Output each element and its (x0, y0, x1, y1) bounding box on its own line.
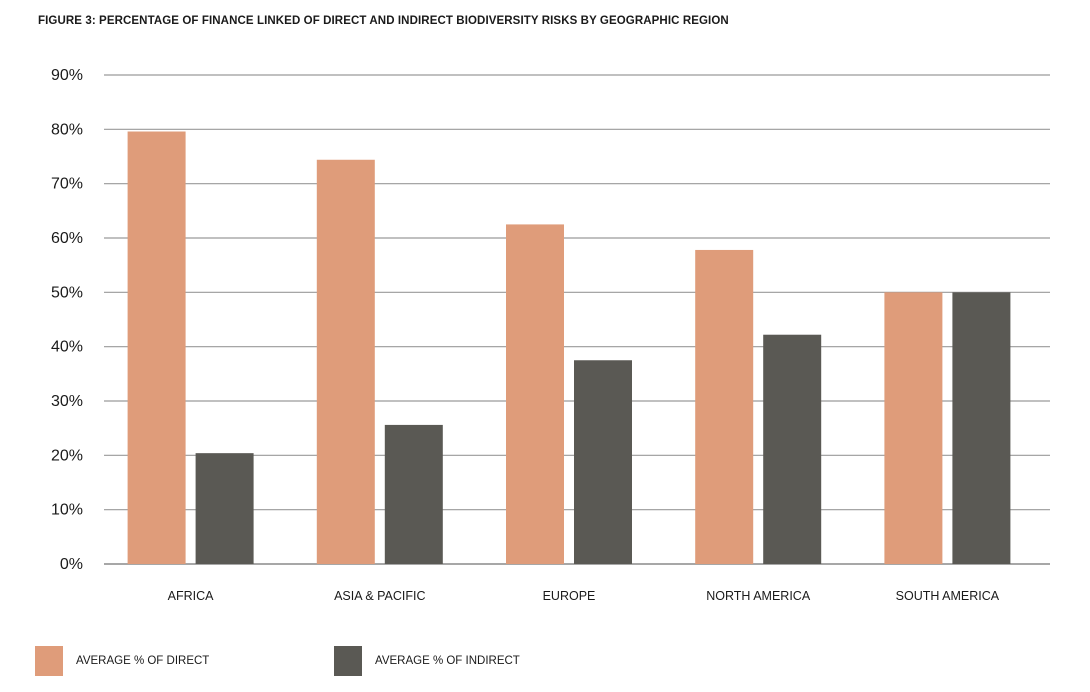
bars (127, 131, 1011, 565)
legend-swatch-indirect (334, 646, 362, 676)
x-category-label: EUROPE (543, 589, 596, 603)
chart-title: FIGURE 3: PERCENTAGE OF FINANCE LINKED O… (38, 15, 729, 27)
y-tick-label: 90% (51, 67, 83, 84)
bar-direct (506, 224, 564, 564)
legend-label-indirect: AVERAGE % OF INDIRECT (375, 655, 520, 667)
y-tick-label: 40% (51, 339, 83, 356)
legend-label-direct: AVERAGE % OF DIRECT (76, 655, 210, 667)
bar-indirect (384, 424, 443, 564)
bar-direct (316, 159, 375, 564)
bar-indirect (574, 360, 632, 564)
y-tick-label: 30% (51, 393, 83, 410)
y-tick-label: 0% (60, 556, 83, 573)
y-tick-label: 60% (51, 230, 83, 247)
bar-direct (127, 131, 186, 565)
y-tick-label: 50% (51, 284, 83, 301)
x-category-label: NORTH AMERICA (706, 589, 811, 603)
bar-direct (884, 292, 943, 564)
bar-direct (695, 249, 754, 564)
y-tick-label: 20% (51, 447, 83, 464)
x-axis-category-labels: AFRICA ASIA & PACIFIC EUROPE NORTH AMERICA S… (168, 589, 1000, 603)
y-tick-label: 80% (51, 121, 83, 138)
bar-indirect (195, 453, 254, 564)
x-category-label: SOUTH AMERICA (896, 589, 1000, 603)
x-category-label: ASIA & PACIFIC (334, 589, 425, 603)
legend-item-direct: AVERAGE % OF DIRECT (35, 646, 209, 676)
legend-item-indirect: AVERAGE % OF INDIRECT (334, 646, 520, 676)
y-tick-label: 10% (51, 502, 83, 519)
bar-indirect (952, 292, 1011, 564)
y-tick-label: 70% (51, 176, 83, 193)
x-category-label: AFRICA (168, 589, 215, 603)
legend-swatch-direct (35, 646, 63, 676)
y-axis-tick-labels: 0% 10% 20% 30% 40% 50% 60% 70% 80% 90% (51, 67, 83, 573)
bar-indirect (763, 334, 822, 564)
